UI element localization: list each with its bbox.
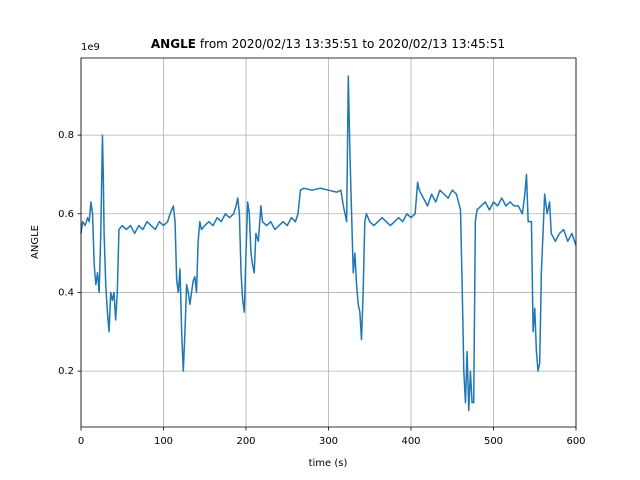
x-tick-label: 0	[78, 436, 84, 447]
x-axis-label: time (s)	[309, 458, 348, 469]
plot-area	[80, 75, 577, 412]
x-tick-label: 100	[154, 436, 173, 447]
title-rest: from 2020/02/13 13:35:51 to 2020/02/13 1…	[200, 37, 505, 51]
y-offset-text: 1e9	[81, 42, 100, 53]
y-tick-label: 0.8	[58, 130, 74, 141]
title-bold: ANGLE	[151, 37, 196, 51]
y-tick-label: 0.6	[58, 209, 74, 220]
data-line	[80, 75, 577, 412]
chart-title: ANGLE from 2020/02/13 13:35:51 to 2020/02…	[151, 37, 505, 51]
ticks: 0 100 200 300 400 500 600 0.2 0.4 0.6 0.8	[58, 130, 585, 447]
x-tick-label: 200	[236, 436, 255, 447]
y-tick-label: 0.4	[58, 287, 74, 298]
x-tick-label: 400	[401, 436, 420, 447]
y-tick-label: 0.2	[58, 366, 74, 377]
x-tick-label: 500	[484, 436, 503, 447]
x-tick-label: 300	[319, 436, 338, 447]
y-axis-label: ANGLE	[30, 225, 41, 259]
x-tick-label: 600	[566, 436, 585, 447]
